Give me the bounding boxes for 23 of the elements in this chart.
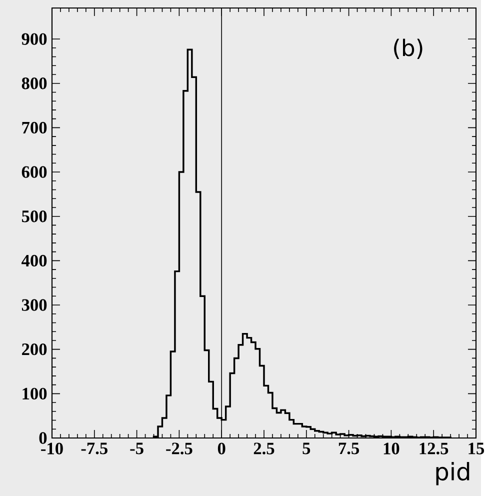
- x-tick-label: 2.5: [254, 442, 274, 454]
- y-tick-label: 300: [22, 299, 47, 311]
- x-tick-label: -10: [41, 442, 63, 454]
- x-tick-label: -7.5: [81, 442, 108, 454]
- x-tick-label: 0: [218, 442, 226, 454]
- y-tick-label: 100: [22, 388, 47, 400]
- x-tick-label: 5: [302, 442, 310, 454]
- y-tick-label: 600: [22, 166, 47, 178]
- y-tick-label: 500: [22, 210, 47, 222]
- x-axis-title: pid: [436, 462, 470, 486]
- x-tick-label: 7.5: [338, 442, 359, 454]
- y-tick-label: 900: [22, 33, 47, 45]
- x-tick-label: -5: [130, 442, 144, 454]
- y-tick-label: 400: [21, 254, 47, 267]
- x-tick-label: 15: [468, 442, 484, 454]
- annotation: (b): [394, 38, 422, 59]
- y-tick-label: 200: [22, 343, 47, 356]
- x-tick-label: 12.5: [420, 442, 448, 454]
- y-tick-label: 0: [39, 432, 47, 444]
- x-tick-label: -2.5: [166, 442, 192, 454]
- y-tick-label: 700: [22, 122, 47, 134]
- y-tick-label: 800: [22, 78, 47, 90]
- x-tick-label: 10: [384, 442, 400, 454]
